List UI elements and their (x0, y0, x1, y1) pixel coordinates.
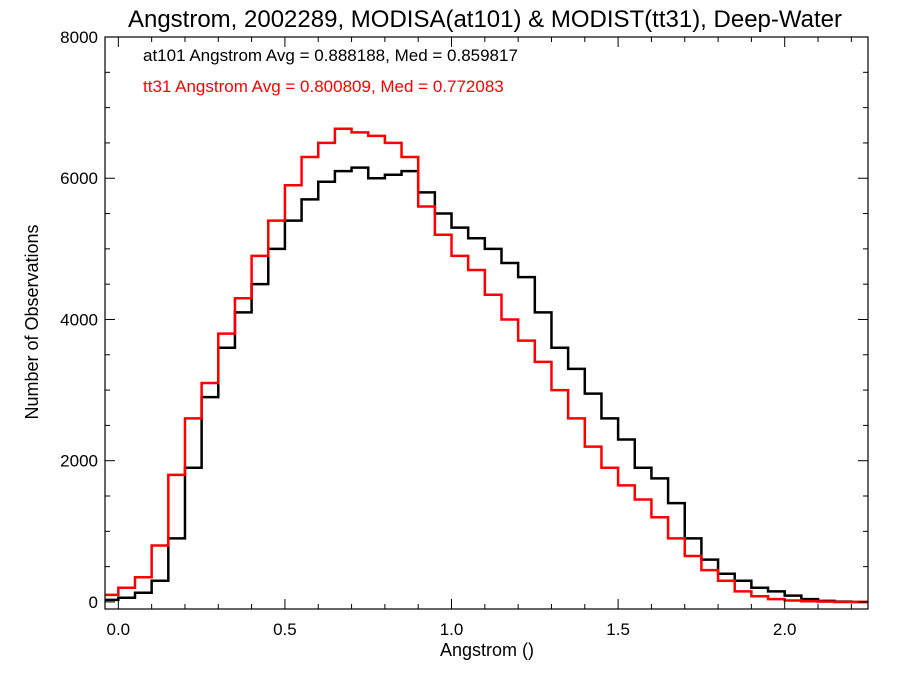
x-tick-label: 1.0 (440, 620, 464, 639)
tt31-stats-annotation: tt31 Angstrom Avg = 0.800809, Med = 0.77… (143, 77, 504, 96)
x-tick-label: 2.0 (773, 620, 797, 639)
x-tick-label: 1.5 (606, 620, 630, 639)
at101-stats-annotation: at101 Angstrom Avg = 0.888188, Med = 0.8… (143, 46, 518, 65)
x-tick-label: 0.5 (273, 620, 297, 639)
y-tick-label: 0 (89, 593, 98, 612)
x-tick-label: 0.0 (107, 620, 131, 639)
y-tick-label: 2000 (60, 452, 98, 471)
series-line-0 (105, 166, 868, 604)
y-tick-label: 8000 (60, 28, 98, 47)
series-line-1 (105, 127, 868, 604)
y-tick-label: 4000 (60, 310, 98, 329)
series-layer (105, 127, 868, 604)
plot-frame (104, 36, 869, 610)
x-axis-label: Angstrom () (440, 640, 534, 660)
y-tick-label: 6000 (60, 169, 98, 188)
y-axis-label: Number of Observations (22, 224, 42, 419)
chart-title: Angstrom, 2002289, MODISA(at101) & MODIS… (128, 6, 842, 33)
axes-layer: 0.0 0.5 1.0 1.5 2.0 0 2000 4000 6000 8000 (60, 28, 869, 639)
